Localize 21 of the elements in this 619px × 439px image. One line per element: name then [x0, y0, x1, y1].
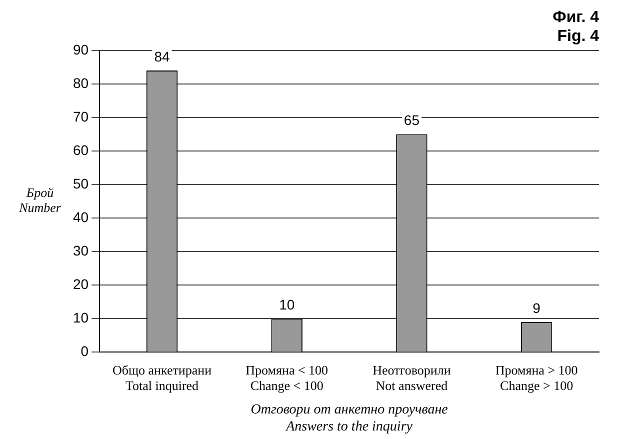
chart-title: Фиг. 4 Fig. 4 — [552, 9, 600, 46]
y-tick-label: 80 — [72, 74, 89, 91]
y-tick-label: 70 — [72, 108, 89, 124]
y-tick-label: 40 — [72, 208, 89, 225]
data-label: 84 — [154, 48, 170, 64]
data-label: 9 — [532, 300, 541, 316]
x-tick-label: Общо анкетирани Total inquired — [112, 362, 212, 394]
y-tick-label: 30 — [72, 242, 89, 258]
y-axis-title: Брой Number — [18, 185, 62, 216]
y-tick-label: 50 — [72, 175, 89, 192]
x-tick-label: Промяна < 100 Change < 100 — [246, 362, 328, 394]
data-label: 10 — [279, 296, 295, 313]
data-label: 65 — [404, 112, 420, 128]
x-tick-label: Неотговорили Not answered — [372, 362, 451, 394]
y-tick-label: 90 — [72, 41, 89, 58]
y-tick-label: 60 — [72, 142, 89, 158]
y-tick-label: 0 — [80, 343, 89, 360]
y-tick-label: 10 — [72, 310, 89, 326]
x-tick-label: Промяна > 100 Change > 100 — [495, 362, 578, 394]
x-axis-title: Отговори от анкетно проучване Answers to the inquiry — [250, 402, 448, 434]
y-tick-label: 20 — [72, 276, 89, 292]
